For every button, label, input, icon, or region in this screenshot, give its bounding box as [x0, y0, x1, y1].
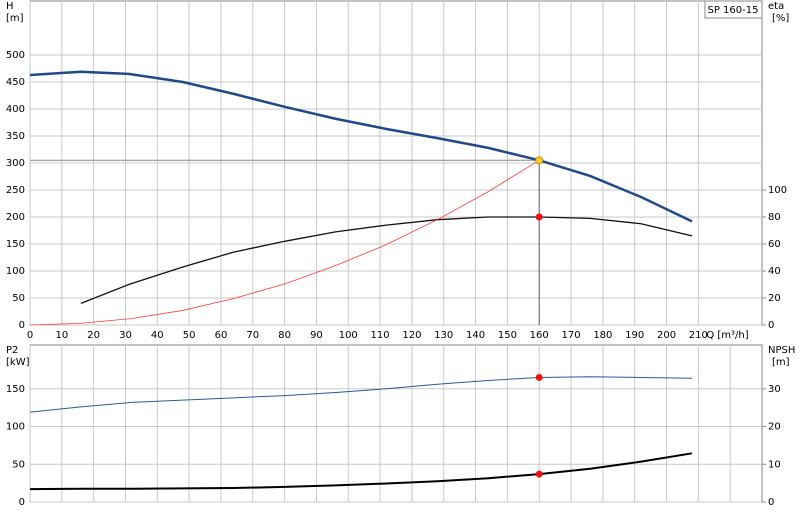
y-tick-label: 350 — [6, 131, 25, 142]
y2-tick-label: 0 — [768, 497, 774, 508]
y2-tick-label: 30 — [768, 384, 781, 395]
y-unit: [m] — [6, 13, 24, 24]
y2-tick-label: 60 — [768, 239, 781, 250]
curve — [29, 70, 693, 223]
plot-area — [29, 344, 763, 503]
y2-tick-label: 10 — [768, 459, 781, 470]
y-tick-label: 300 — [6, 158, 25, 169]
x-tick-label: 140 — [466, 330, 485, 341]
x-label: Q [m³/h] — [706, 330, 748, 341]
y-tick-label: 0 — [19, 320, 25, 331]
x-tick-label: 40 — [151, 330, 164, 341]
y-tick-label: 0 — [19, 497, 25, 508]
curve — [29, 452, 693, 491]
y-tick-label: 50 — [12, 293, 25, 304]
x-tick-label: 0 — [27, 330, 33, 341]
y-tick-label: 500 — [6, 50, 25, 61]
x-tick-label: 150 — [498, 330, 517, 341]
x-tick-label: 120 — [402, 330, 421, 341]
y2-label: NPSH — [768, 345, 795, 356]
x-tick-label: 50 — [183, 330, 196, 341]
y-tick-label: 100 — [6, 422, 25, 433]
x-tick-label: 80 — [278, 330, 291, 341]
x-tick-label: 160 — [530, 330, 549, 341]
y2-unit: [m] — [772, 357, 790, 368]
y2-unit: [%] — [772, 13, 789, 24]
y-tick-label: 450 — [6, 77, 25, 88]
operating-point — [535, 156, 544, 165]
operating-point — [535, 470, 543, 478]
x-tick-label: 180 — [593, 330, 612, 341]
y-tick-label: 150 — [6, 384, 25, 395]
label-box — [704, 0, 763, 19]
y2-tick-label: 80 — [768, 212, 781, 223]
x-tick-label: 210 — [689, 330, 708, 341]
x-tick-label: 60 — [215, 330, 228, 341]
x-tick-label: 190 — [625, 330, 644, 341]
y2-tick-label: 100 — [768, 185, 787, 196]
y-label: H — [6, 1, 14, 12]
y-tick-label: 150 — [6, 239, 25, 250]
x-tick-label: 10 — [55, 330, 68, 341]
x-tick-label: 90 — [310, 330, 323, 341]
y-unit: [kW] — [6, 357, 30, 368]
y2-tick-label: 0 — [768, 320, 774, 331]
x-tick-label: 70 — [246, 330, 259, 341]
curve — [29, 376, 692, 413]
y-tick-label: 400 — [6, 104, 25, 115]
x-tick-label: 100 — [339, 330, 358, 341]
y2-tick-label: 40 — [768, 266, 781, 277]
y-tick-label: 250 — [6, 185, 25, 196]
y-tick-label: 200 — [6, 212, 25, 223]
x-tick-label: 200 — [657, 330, 676, 341]
x-tick-label: 110 — [371, 330, 390, 341]
curve — [29, 159, 540, 326]
x-tick-label: 130 — [434, 330, 453, 341]
y-label: P2 — [6, 345, 18, 356]
x-tick-label: 30 — [119, 330, 132, 341]
y2-tick-label: 20 — [768, 293, 781, 304]
operating-point — [535, 373, 543, 381]
y-tick-label: 50 — [12, 459, 25, 470]
x-tick-label: 170 — [561, 330, 580, 341]
y2-tick-label: 20 — [768, 422, 781, 433]
operating-point — [535, 213, 543, 221]
x-tick-label: 20 — [87, 330, 100, 341]
curve — [80, 216, 693, 305]
y-tick-label: 100 — [6, 266, 25, 277]
y2-label: eta — [768, 1, 784, 12]
label-box-text: SP 160-15 — [708, 5, 759, 16]
